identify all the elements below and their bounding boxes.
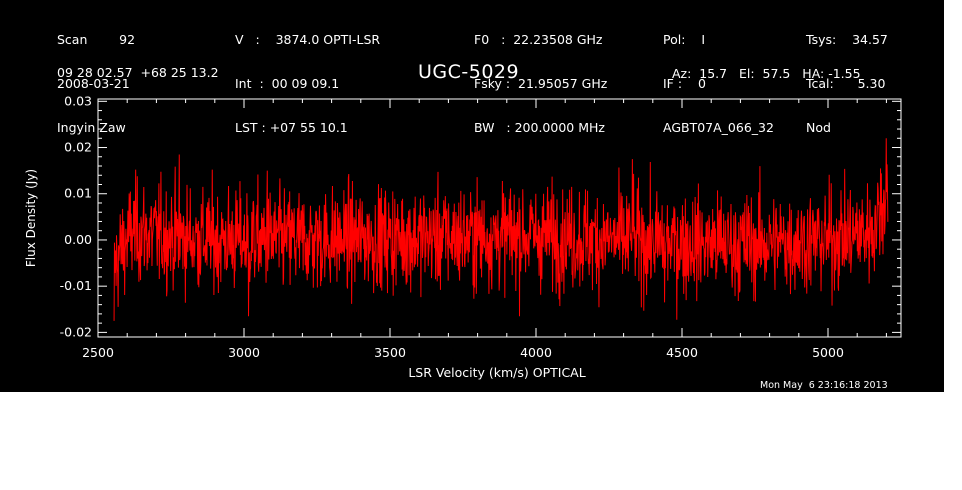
spectrum-plot: 2500 3000 3500 4000 4500 5000 -0.02 -0.01 0.00 0.… [24, 93, 902, 380]
x-tick-label: 3500 [374, 345, 406, 360]
if-number: IF : 0 [663, 76, 706, 91]
x-tick-label: 4000 [520, 345, 552, 360]
y-axis-label: Flux Density (Jy) [24, 169, 38, 267]
position-readout: 09 28 02.57 +68 25 13.2 [57, 65, 219, 80]
date-stamp: Mon May 6 23:16:18 2013 [760, 380, 888, 391]
observer-name: Ingyin Zaw [57, 120, 126, 135]
y-tick-label: -0.01 [60, 278, 92, 293]
y-tick-label: 0.01 [64, 186, 92, 201]
chart-title: UGC-5029 [418, 61, 520, 83]
polarization: Pol: I [663, 32, 706, 47]
tsys-readout: Tsys: 34.57 [806, 32, 888, 47]
x-axis-label: LSR Velocity (km/s) OPTICAL [408, 365, 585, 380]
spectrum-trace [113, 138, 889, 321]
header-pol-column: Pol: I IF : 0 AGBT07A_066_32 [663, 5, 774, 151]
y-tick-label: -0.02 [60, 324, 92, 339]
plot-panel [0, 0, 944, 392]
axes-layer: 2500 3000 3500 4000 4500 5000 -0.02 -0.01 0.00 0.… [60, 93, 902, 360]
y-tick-label: 0.00 [64, 232, 92, 247]
tcal-readout: Tcal: 5.30 [806, 76, 886, 91]
x-tick-label: 5000 [812, 345, 844, 360]
header-scan-column: Scan 92 2008-03-21 Ingyin Zaw [57, 5, 135, 151]
x-tick-label: 3000 [228, 345, 260, 360]
header-tsys-column: Tsys: 34.57 Tcal: 5.30 Nod [806, 5, 888, 151]
x-tick-label: 2500 [82, 345, 114, 360]
rest-frequency: F0 : 22.23508 GHz [474, 32, 603, 47]
bandwidth: BW : 200.0000 MHz [474, 120, 605, 135]
y-tick-label: 0.02 [64, 140, 92, 155]
lst-readout: LST : +07 55 10.1 [235, 120, 348, 135]
plot-frame [97, 98, 902, 338]
header-frequency-column: F0 : 22.23508 GHz Fsky : 21.95057 GHz BW… [474, 5, 607, 151]
header-velocity-column: V : 3874.0 OPTI-LSR Int : 00 09 09.1 LST… [235, 5, 380, 151]
azel-readout: Az: 15.7 El: 57.5 HA: -1.55 [672, 66, 861, 81]
integration-time: Int : 00 09 09.1 [235, 76, 340, 91]
sky-frequency: Fsky : 21.95057 GHz [474, 76, 608, 91]
trace-layer [113, 138, 889, 321]
scan-number: Scan 92 [57, 32, 136, 47]
y-tick-label: 0.03 [64, 93, 92, 108]
x-tick-label: 4500 [666, 345, 698, 360]
switching-mode: Nod [806, 120, 831, 135]
velocity-readout: V : 3874.0 OPTI-LSR [235, 32, 381, 47]
observation-date: 2008-03-21 [57, 76, 130, 91]
project-id: AGBT07A_066_32 [663, 120, 774, 135]
